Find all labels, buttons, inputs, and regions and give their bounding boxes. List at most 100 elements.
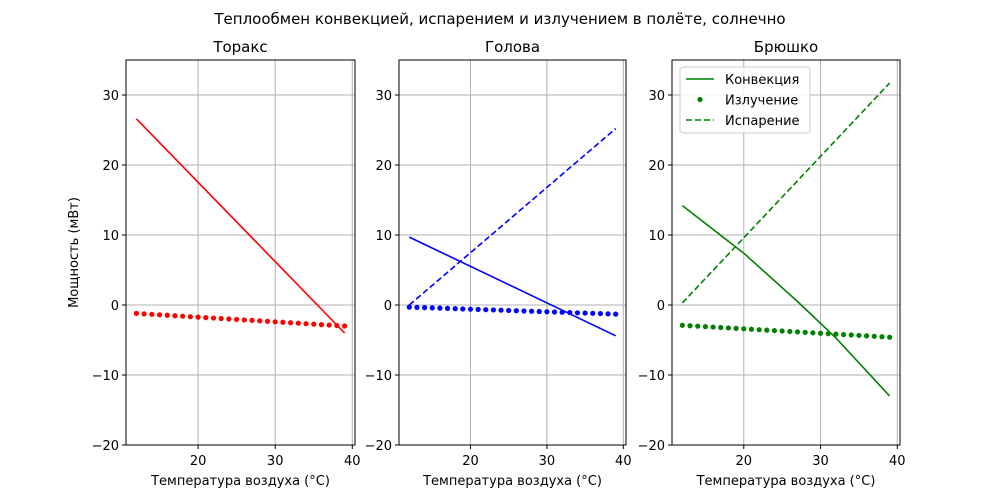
x-tick-label: 20: [736, 454, 753, 469]
data-point: [597, 310, 603, 317]
x-tick-label: 30: [812, 454, 829, 469]
data-point: [590, 310, 596, 316]
data-point: [710, 324, 716, 330]
y-tick-label: −20: [365, 439, 392, 454]
data-point: [414, 304, 420, 310]
data-point: [172, 313, 178, 319]
data-point: [551, 309, 558, 315]
series-radiation: [406, 304, 619, 317]
axes-frame: [125, 59, 356, 446]
x-tick-label: 40: [615, 454, 632, 469]
y-tick-label: 30: [375, 89, 392, 104]
data-point: [444, 305, 451, 311]
panel-title: Голова: [485, 38, 540, 56]
series-convection: [135, 118, 346, 334]
panel-title: Торакс: [212, 38, 267, 56]
x-tick-label: 20: [462, 454, 479, 469]
series-radiation: [133, 310, 348, 329]
data-point: [764, 327, 770, 333]
data-point: [748, 326, 755, 332]
panel-title: Брюшко: [754, 38, 818, 56]
x-tick-label: 30: [267, 454, 284, 469]
data-point: [249, 317, 255, 323]
data-point: [544, 309, 550, 315]
data-point: [490, 307, 496, 313]
y-tick-label: 30: [102, 89, 119, 104]
data-point: [234, 316, 240, 323]
x-tick-label: 40: [889, 454, 906, 469]
data-point: [311, 321, 317, 327]
y-tick-label: −20: [638, 439, 665, 454]
data-point: [574, 310, 581, 316]
data-point: [529, 308, 535, 314]
data-point: [567, 309, 573, 316]
data-point: [506, 307, 512, 314]
y-tick-label: 30: [648, 89, 665, 104]
data-point: [687, 323, 693, 329]
x-tick-label: 30: [539, 454, 556, 469]
y-tick-label: −10: [92, 369, 119, 384]
legend-box: [679, 66, 811, 134]
y-tick-label: 20: [648, 159, 665, 174]
y-tick-label: 0: [111, 299, 119, 314]
legend-label: Конвекция: [725, 73, 799, 88]
data-point: [288, 320, 294, 326]
y-tick-label: 10: [102, 229, 119, 244]
data-point: [280, 319, 286, 325]
data-point: [422, 305, 428, 311]
y-tick-label: 0: [384, 299, 392, 314]
data-point: [149, 311, 155, 317]
figure-title: Теплообмен конвекцией, испарением и излу…: [213, 10, 785, 28]
data-point: [856, 332, 862, 339]
data-point: [725, 325, 732, 331]
data-point: [559, 309, 565, 315]
series-radiation: [679, 322, 893, 340]
data-point: [326, 322, 332, 328]
data-point: [483, 307, 489, 313]
data-point: [475, 306, 481, 313]
data-point: [156, 312, 163, 318]
data-point: [810, 330, 816, 336]
data-point: [794, 329, 801, 335]
y-tick-label: −10: [365, 369, 392, 384]
data-point: [771, 327, 778, 334]
data-point: [802, 329, 808, 335]
data-point: [605, 311, 611, 317]
x-tick-label: 40: [344, 454, 361, 469]
y-tick-label: 0: [657, 299, 665, 314]
panel-abdomen: 20 30 40 −20 −10 0 10 20 30 Брюшко Температура воз…: [638, 38, 906, 489]
legend-label: Излучение: [725, 94, 798, 109]
data-point: [513, 308, 519, 314]
data-point: [679, 322, 685, 328]
data-point: [452, 306, 458, 312]
series-convection: [408, 236, 617, 337]
y-tick-label: −10: [638, 369, 665, 384]
x-axis-label: Температура воздуха (°C): [150, 474, 330, 489]
data-point: [180, 313, 186, 319]
y-tick-label: −20: [92, 439, 119, 454]
y-tick-label: 20: [375, 159, 392, 174]
data-point: [840, 331, 847, 338]
data-point: [133, 310, 140, 316]
data-point: [334, 322, 340, 329]
data-point: [741, 326, 747, 332]
data-point: [272, 319, 278, 325]
data-point: [467, 306, 474, 312]
data-point: [406, 304, 412, 310]
legend-dot-icon: [697, 96, 703, 103]
x-axis-label: Температура воздуха (°C): [422, 474, 602, 489]
data-point: [864, 333, 870, 339]
data-point: [498, 307, 504, 313]
data-point: [460, 306, 466, 312]
data-point: [164, 312, 170, 318]
data-point: [226, 316, 232, 322]
data-point: [429, 305, 435, 311]
data-point: [833, 331, 839, 337]
data-point: [295, 320, 301, 326]
data-point: [257, 318, 263, 324]
y-tick-label: 20: [102, 159, 119, 174]
series-evaporation: [408, 127, 617, 306]
data-point: [695, 323, 701, 329]
x-axis-label: Температура воздуха (°C): [696, 474, 876, 489]
